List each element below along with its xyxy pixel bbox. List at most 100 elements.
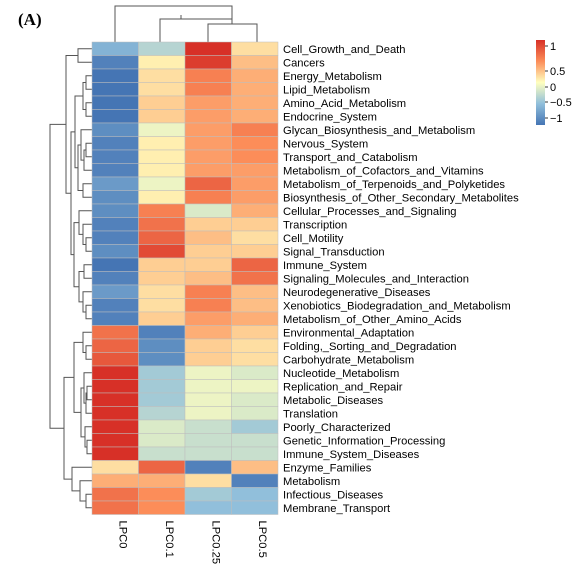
heatmap-cell xyxy=(231,257,279,272)
heatmap-cell xyxy=(184,149,232,164)
heatmap-cell xyxy=(231,95,279,110)
heatmap-cell xyxy=(231,176,279,191)
panel-label: (A) xyxy=(18,10,42,29)
row-label: Metabolism_of_Other_Amino_Acids xyxy=(283,314,462,326)
heatmap-cell xyxy=(231,55,279,70)
heatmap-cell xyxy=(184,352,232,367)
row-label: Infectious_Diseases xyxy=(283,489,384,501)
heatmap-cell xyxy=(184,379,232,394)
heatmap-cell xyxy=(231,500,279,515)
heatmap-cell xyxy=(231,460,279,475)
heatmap-cell xyxy=(231,392,279,407)
heatmap-cell xyxy=(138,419,186,434)
row-label: Signaling_Molecules_and_Interaction xyxy=(283,273,469,285)
heatmap-cell xyxy=(231,230,279,245)
heatmap-cell xyxy=(184,271,232,286)
heatmap-cell xyxy=(231,365,279,380)
heatmap-cell xyxy=(91,109,139,124)
heatmap-cell xyxy=(231,217,279,232)
row-label: Neurodegenerative_Diseases xyxy=(283,287,431,299)
heatmap-cell xyxy=(184,325,232,340)
heatmap-cell xyxy=(91,122,139,137)
heatmap-cell xyxy=(184,298,232,313)
heatmap-cell xyxy=(231,109,279,124)
row-label: Endocrine_System xyxy=(283,111,377,123)
heatmap-cell xyxy=(138,190,186,205)
row-label: Enzyme_Families xyxy=(283,462,372,474)
heatmap-cell xyxy=(138,500,186,515)
heatmap-cell xyxy=(231,419,279,434)
row-label: Cancers xyxy=(283,57,325,69)
heatmap-cell xyxy=(231,352,279,367)
row-label: Nucleotide_Metabolism xyxy=(283,368,399,380)
row-label: Biosynthesis_of_Other_Secondary_Metaboli… xyxy=(283,192,519,204)
column-label: LPC0 xyxy=(116,521,128,549)
heatmap-cell xyxy=(91,379,139,394)
row-label: Metabolism_of_Cofactors_and_Vitamins xyxy=(283,165,484,177)
heatmap-cell xyxy=(138,163,186,178)
heatmap-cell xyxy=(231,136,279,151)
heatmap-cell xyxy=(231,433,279,448)
heatmap-cell xyxy=(138,203,186,218)
row-label: Membrane_Transport xyxy=(283,503,391,515)
row-label: Cell_Motility xyxy=(283,233,344,245)
heatmap-cell xyxy=(138,392,186,407)
heatmap-cell xyxy=(231,68,279,83)
row-label: Translation xyxy=(283,408,338,420)
heatmap-cell xyxy=(184,95,232,110)
heatmap-cell xyxy=(91,419,139,434)
heatmap-cell xyxy=(138,257,186,272)
legend-tick-label: 0 xyxy=(550,82,556,94)
heatmap-cell xyxy=(138,95,186,110)
column-label: LPC0.5 xyxy=(256,521,268,558)
heatmap-cell xyxy=(138,352,186,367)
heatmap-cell xyxy=(91,82,139,97)
heatmap-cell xyxy=(138,487,186,502)
heatmap-cell xyxy=(138,379,186,394)
heatmap-cell xyxy=(91,41,139,56)
heatmap-cell xyxy=(184,500,232,515)
legend-tick-label: 0.5 xyxy=(550,66,565,78)
heatmap-cell xyxy=(138,365,186,380)
heatmap-cell xyxy=(91,203,139,218)
heatmap-cell xyxy=(138,473,186,488)
row-label: Replication_and_Repair xyxy=(283,381,403,393)
heatmap-cell xyxy=(184,41,232,56)
row-label: Carbohydrate_Metabolism xyxy=(283,354,414,366)
heatmap-cell xyxy=(184,190,232,205)
heatmap-cell xyxy=(231,379,279,394)
heatmap-cell xyxy=(231,311,279,326)
row-label: Poorly_Characterized xyxy=(283,422,391,434)
heatmap-cell xyxy=(91,257,139,272)
row-label: Environmental_Adaptation xyxy=(283,327,414,339)
heatmap-cell xyxy=(231,446,279,461)
heatmap-cell xyxy=(91,500,139,515)
legend-tick-label: −1 xyxy=(550,113,563,125)
heatmap-cell xyxy=(138,446,186,461)
heatmap-cell xyxy=(184,55,232,70)
column-label: LPC0.25 xyxy=(209,521,221,565)
heatmap-cell xyxy=(91,338,139,353)
heatmap-cell xyxy=(184,460,232,475)
heatmap-cell xyxy=(91,311,139,326)
heatmap-cell xyxy=(231,41,279,56)
heatmap-cell xyxy=(184,163,232,178)
legend-color-bar xyxy=(536,40,545,125)
heatmap-cell xyxy=(184,176,232,191)
heatmap-cell xyxy=(91,163,139,178)
row-label: Amino_Acid_Metabolism xyxy=(283,98,406,110)
heatmap-cell xyxy=(184,433,232,448)
heatmap-cell xyxy=(231,406,279,421)
legend-tick-label: −0.5 xyxy=(550,97,572,109)
heatmap-cell xyxy=(231,338,279,353)
heatmap-cell xyxy=(91,244,139,259)
heatmap-cell xyxy=(184,203,232,218)
heatmap-cell xyxy=(91,406,139,421)
heatmap-cell xyxy=(184,284,232,299)
row-label: Nervous_System xyxy=(283,138,368,150)
heatmap-cell xyxy=(184,230,232,245)
heatmap-cell xyxy=(184,338,232,353)
column-label: LPC0.1 xyxy=(163,521,175,558)
heatmap-cell xyxy=(184,446,232,461)
